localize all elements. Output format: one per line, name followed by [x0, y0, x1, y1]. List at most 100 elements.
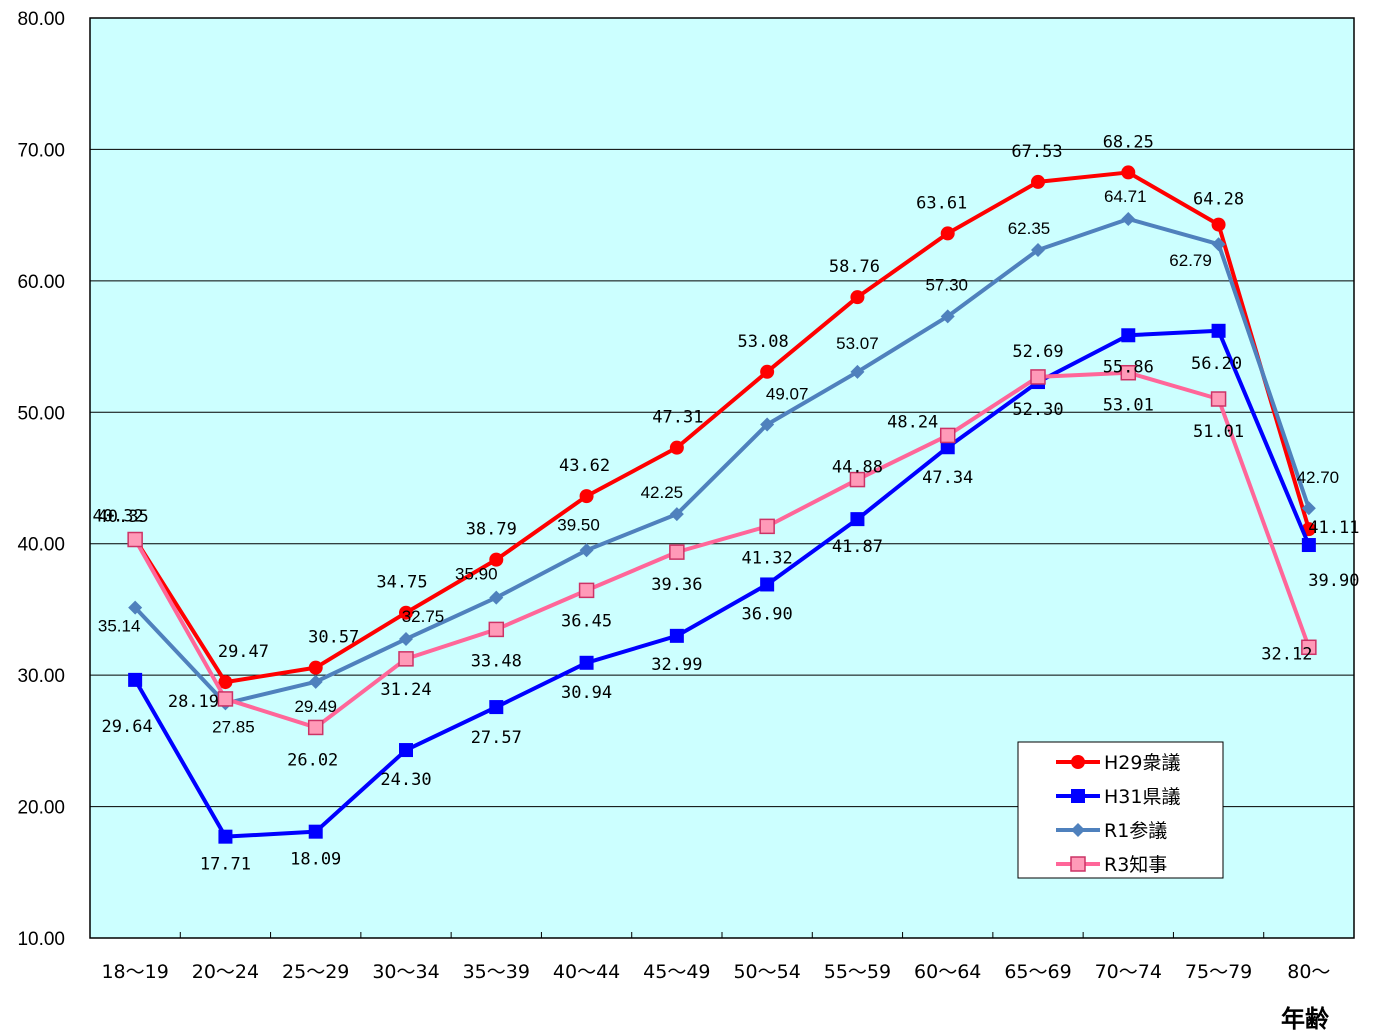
data-point: [127, 531, 143, 548]
legend-label: H29衆議: [1104, 752, 1180, 774]
legend-item: H29衆議: [1056, 752, 1180, 774]
data-label: 51.01: [1193, 422, 1244, 442]
legend-item: H31県議: [1056, 786, 1180, 808]
data-label: 58.76: [829, 257, 880, 277]
data-label: 40.35: [98, 507, 149, 527]
data-label: 55.86: [1103, 357, 1154, 377]
data-label: 38.79: [466, 520, 517, 540]
data-label: 29.49: [294, 697, 337, 716]
x-tick-label: 70～74: [1095, 961, 1162, 983]
data-label: 62.79: [1169, 251, 1212, 270]
data-label: 17.71: [200, 855, 251, 875]
data-label: 53.01: [1103, 396, 1154, 416]
data-label: 44.88: [832, 458, 883, 478]
data-label: 18.09: [290, 850, 341, 870]
series-line: [133, 216, 1311, 706]
data-point: [1031, 174, 1045, 189]
x-tick-label: 20～24: [192, 961, 259, 983]
data-label: 35.14: [98, 617, 141, 636]
data-label: 42.70: [1297, 468, 1340, 487]
data-point: [489, 700, 504, 715]
legend-box: [1017, 741, 1224, 879]
data-label: 39.36: [651, 575, 702, 595]
data-label: 30.94: [561, 683, 612, 703]
data-label: 53.08: [738, 332, 789, 352]
data-point: [759, 518, 775, 535]
data-point: [940, 309, 955, 324]
data-label: 47.31: [652, 408, 703, 428]
data-label: 43.62: [559, 456, 610, 476]
data-point: [760, 364, 775, 379]
data-label: 33.48: [471, 651, 522, 671]
series-group: [127, 165, 1317, 844]
data-label: 30.57: [308, 628, 359, 648]
data-label: 53.07: [836, 334, 879, 353]
data-point: [669, 440, 684, 455]
x-tick-label: 55～59: [824, 961, 891, 983]
data-point: [578, 582, 595, 599]
data-label: 26.02: [287, 750, 338, 770]
data-label: 32.12: [1261, 644, 1312, 664]
data-point: [218, 829, 233, 844]
data-point: [308, 824, 323, 839]
data-point: [1031, 242, 1045, 257]
data-point: [489, 552, 504, 567]
x-tick-label: 45～49: [643, 961, 710, 983]
data-label: 35.90: [455, 565, 498, 584]
data-point: [669, 544, 685, 560]
data-label: 31.24: [380, 680, 431, 700]
data-label: 39.90: [1308, 571, 1359, 591]
y-axis-ticks: 10.00 20.00 30.00 40.00 50.00 60.00 70.00 80.00: [17, 9, 65, 950]
data-point: [939, 427, 956, 444]
data-label: 32.75: [402, 607, 445, 626]
data-point: [488, 621, 505, 638]
x-tick-label: 40～44: [553, 961, 620, 983]
y-tick-label: 40.00: [17, 535, 65, 556]
data-label: 39.50: [557, 515, 600, 534]
data-point: [1301, 639, 1317, 656]
data-point: [1120, 364, 1137, 381]
legend-marker: [1071, 755, 1085, 769]
data-label: 47.34: [922, 468, 973, 488]
data-label: 52.30: [1012, 400, 1063, 420]
data-label: 40.32: [93, 507, 144, 527]
data-label: 41.32: [742, 548, 793, 568]
y-tick-label: 10.00: [17, 929, 65, 950]
data-point: [1211, 237, 1226, 252]
data-point: [1030, 369, 1046, 385]
data-label: 48.24: [887, 412, 938, 432]
legend-label: R1参議: [1104, 820, 1167, 842]
legend-item: R1参議: [1056, 820, 1167, 842]
y-tick-label: 20.00: [17, 798, 65, 819]
x-tick-label: 60～64: [914, 961, 981, 983]
data-point: [308, 674, 323, 689]
data-label: 52.69: [1012, 342, 1063, 362]
data-label: 24.30: [380, 770, 431, 790]
data-label: 27.85: [212, 717, 255, 736]
x-tick-label: 80～: [1287, 961, 1330, 983]
data-point: [940, 226, 955, 241]
y-tick-label: 80.00: [17, 9, 65, 30]
data-point: [579, 543, 594, 558]
data-point: [760, 577, 775, 592]
y-tick-label: 30.00: [17, 666, 65, 687]
series-2: [128, 323, 1316, 844]
data-point: [1211, 323, 1226, 338]
x-tick-label: 18～19: [101, 961, 168, 983]
x-tick-label: 30～34: [372, 961, 439, 983]
data-point: [1210, 391, 1227, 407]
data-label: 42.25: [641, 483, 684, 502]
x-axis-ticks: 18～19 20～24 25～29 30～34 35～39 40～44 45～49 50～54…: [101, 932, 1330, 983]
data-label: 56.20: [1191, 354, 1242, 374]
data-label: 32.99: [651, 655, 702, 675]
legend-marker: [1071, 789, 1085, 803]
data-label: 27.57: [471, 728, 522, 748]
data-point: [399, 605, 413, 620]
data-point: [760, 417, 775, 432]
series-line: [133, 370, 1311, 730]
data-label: 49.07: [766, 385, 809, 404]
x-tick-label: 25～29: [282, 961, 349, 983]
data-point: [850, 290, 865, 305]
series-line: [133, 170, 1311, 685]
data-label: 34.75: [376, 573, 427, 593]
